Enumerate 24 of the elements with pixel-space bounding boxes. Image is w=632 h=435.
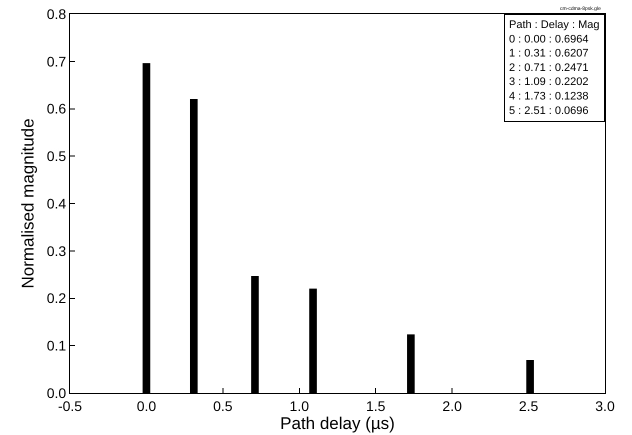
- y-tick-label: 0.3: [46, 242, 66, 259]
- x-tick-label: 2.0: [442, 398, 462, 414]
- x-tick-label: 0.5: [213, 398, 233, 414]
- y-tick-label: 0.8: [46, 6, 66, 22]
- annotation: 4 : 1.73 : 0.1238: [509, 90, 589, 102]
- x-tick-label: 2.5: [518, 398, 539, 414]
- annotation: 5 : 2.51 : 0.0696: [509, 104, 589, 117]
- x-axis-title: Path delay (µs): [280, 414, 395, 433]
- x-tick-label: 3.0: [595, 398, 615, 414]
- annotation: 2 : 0.71 : 0.2471: [509, 62, 589, 74]
- x-tick-label: 1.0: [290, 398, 310, 414]
- annotation: 1 : 0.31 : 0.6207: [509, 48, 589, 60]
- y-tick-label: 0.2: [46, 290, 66, 306]
- x-tick-label: 1.5: [366, 398, 386, 414]
- y-tick-label: 0.7: [46, 53, 66, 70]
- y-tick-label: 0.5: [46, 148, 66, 164]
- y-tick-label: 0.4: [46, 195, 66, 212]
- x-tick-label: 0.0: [136, 398, 156, 414]
- y-tick-label: 0.6: [46, 100, 66, 117]
- annotation: 3 : 1.09 : 0.2202: [509, 76, 589, 88]
- y-tick-label: 0.1: [46, 338, 66, 354]
- annotation: Path : Delay : Mag: [509, 19, 600, 31]
- annotation: 0 : 0.00 : 0.6964: [509, 33, 589, 46]
- y-axis-title: Normalised magnitude: [18, 118, 38, 289]
